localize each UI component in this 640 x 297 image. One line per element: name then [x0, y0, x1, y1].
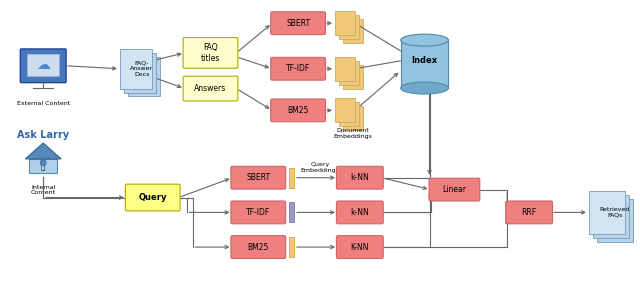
- FancyBboxPatch shape: [339, 102, 359, 126]
- FancyBboxPatch shape: [20, 49, 66, 83]
- Text: Query: Query: [138, 193, 167, 202]
- Polygon shape: [26, 143, 61, 159]
- FancyBboxPatch shape: [289, 203, 294, 222]
- FancyBboxPatch shape: [335, 11, 355, 35]
- Polygon shape: [29, 159, 57, 173]
- FancyBboxPatch shape: [231, 201, 285, 224]
- Text: Index: Index: [412, 56, 438, 65]
- Text: Linear: Linear: [442, 185, 467, 194]
- FancyBboxPatch shape: [593, 195, 628, 238]
- FancyBboxPatch shape: [337, 236, 383, 258]
- Text: K-NN: K-NN: [351, 243, 369, 252]
- FancyBboxPatch shape: [589, 191, 625, 234]
- Text: RRF: RRF: [522, 208, 537, 217]
- FancyBboxPatch shape: [337, 201, 383, 224]
- FancyBboxPatch shape: [125, 184, 180, 211]
- FancyBboxPatch shape: [183, 76, 238, 101]
- Text: ☁: ☁: [36, 58, 50, 72]
- Ellipse shape: [401, 82, 449, 94]
- FancyBboxPatch shape: [28, 54, 59, 76]
- Text: Internal
Content: Internal Content: [31, 185, 56, 195]
- Text: FAQ-
Answer
Docs: FAQ- Answer Docs: [130, 61, 154, 77]
- FancyBboxPatch shape: [343, 65, 363, 89]
- Text: BM25: BM25: [248, 243, 269, 252]
- Text: 🚪: 🚪: [41, 164, 45, 170]
- Text: Ask Larry: Ask Larry: [17, 130, 69, 140]
- Text: SBERT: SBERT: [246, 173, 270, 182]
- Text: SBERT: SBERT: [286, 19, 310, 28]
- Text: k-NN: k-NN: [351, 208, 369, 217]
- FancyBboxPatch shape: [271, 12, 326, 34]
- Text: Retrieved
FAQs: Retrieved FAQs: [600, 207, 630, 218]
- FancyBboxPatch shape: [231, 166, 285, 189]
- Text: Document
Embeddings: Document Embeddings: [333, 128, 372, 139]
- Text: FAQ
titles: FAQ titles: [201, 43, 220, 63]
- FancyBboxPatch shape: [271, 99, 326, 122]
- FancyBboxPatch shape: [183, 37, 238, 68]
- Text: External Content: External Content: [17, 102, 70, 106]
- FancyBboxPatch shape: [429, 178, 480, 201]
- FancyBboxPatch shape: [128, 57, 160, 97]
- FancyBboxPatch shape: [339, 61, 359, 85]
- FancyBboxPatch shape: [335, 99, 355, 122]
- Text: BM25: BM25: [287, 106, 308, 115]
- Bar: [401, 40, 449, 88]
- FancyBboxPatch shape: [231, 236, 285, 258]
- FancyBboxPatch shape: [120, 49, 152, 89]
- FancyBboxPatch shape: [506, 201, 552, 224]
- FancyBboxPatch shape: [271, 57, 326, 80]
- FancyBboxPatch shape: [335, 57, 355, 81]
- FancyBboxPatch shape: [289, 168, 294, 188]
- FancyBboxPatch shape: [124, 53, 156, 93]
- Text: Query
Embeddings: Query Embeddings: [301, 162, 339, 173]
- FancyBboxPatch shape: [337, 166, 383, 189]
- FancyBboxPatch shape: [343, 106, 363, 130]
- Text: k-NN: k-NN: [351, 173, 369, 182]
- Circle shape: [40, 160, 46, 166]
- FancyBboxPatch shape: [339, 15, 359, 39]
- Text: Answers: Answers: [195, 84, 227, 93]
- FancyBboxPatch shape: [289, 237, 294, 257]
- Text: TF-IDF: TF-IDF: [286, 64, 310, 73]
- Ellipse shape: [401, 34, 449, 46]
- Text: TF-IDF: TF-IDF: [246, 208, 270, 217]
- FancyBboxPatch shape: [343, 19, 363, 43]
- FancyBboxPatch shape: [596, 198, 632, 242]
